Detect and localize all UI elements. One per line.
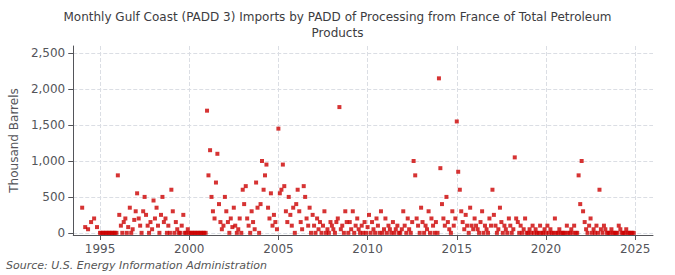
svg-text:2,500: 2,500 xyxy=(31,46,65,60)
svg-text:Monthly Gulf Coast (PADD 3) Im: Monthly Gulf Coast (PADD 3) Imports by P… xyxy=(63,10,611,24)
svg-text:Products: Products xyxy=(312,26,364,40)
svg-text:1995: 1995 xyxy=(85,242,116,256)
svg-text:Thousand Barrels: Thousand Barrels xyxy=(7,88,21,193)
svg-text:2025: 2025 xyxy=(620,242,651,256)
svg-text:500: 500 xyxy=(42,190,65,204)
svg-text:0: 0 xyxy=(58,226,66,240)
svg-text:1,500: 1,500 xyxy=(31,118,65,132)
svg-text:2020: 2020 xyxy=(531,242,562,256)
svg-text:2015: 2015 xyxy=(442,242,473,256)
svg-text:2,000: 2,000 xyxy=(31,82,65,96)
svg-text:2005: 2005 xyxy=(263,242,294,256)
svg-text:Source: U.S. Energy Informatio: Source: U.S. Energy Information Administ… xyxy=(6,259,267,272)
svg-text:2000: 2000 xyxy=(174,242,205,256)
svg-text:2010: 2010 xyxy=(352,242,383,256)
svg-text:1,000: 1,000 xyxy=(31,154,65,168)
